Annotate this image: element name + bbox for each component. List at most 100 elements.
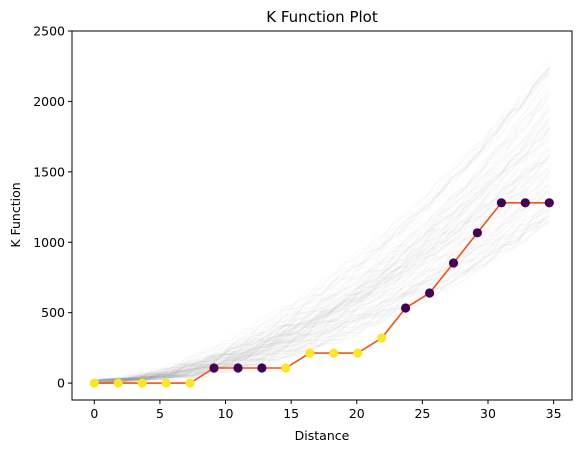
y-tick-label: 1500 <box>33 164 65 179</box>
data-point <box>305 348 315 358</box>
simulation-line <box>94 148 550 384</box>
y-tick-label: 0 <box>57 376 65 391</box>
x-tick-label: 35 <box>546 406 562 421</box>
simulation-line <box>94 68 550 384</box>
simulation-line <box>94 168 550 384</box>
simulation-line <box>94 222 550 384</box>
simulation-line <box>94 162 550 384</box>
simulation-line <box>94 154 550 384</box>
x-tick-label: 5 <box>156 406 164 421</box>
simulation-line <box>94 126 550 384</box>
x-tick-label: 20 <box>349 406 365 421</box>
simulation-line <box>94 119 550 383</box>
y-tick-label: 500 <box>41 305 65 320</box>
simulation-line <box>94 215 550 384</box>
simulation-line <box>94 220 550 384</box>
x-tick-label: 15 <box>283 406 299 421</box>
simulation-line <box>94 216 550 383</box>
plot-frame <box>71 30 573 401</box>
data-point <box>137 378 147 388</box>
simulation-line <box>94 127 550 384</box>
simulation-line <box>94 126 550 382</box>
simulation-line <box>94 148 550 384</box>
simulation-line <box>94 199 550 384</box>
simulation-line <box>94 196 550 381</box>
data-point <box>448 258 459 268</box>
simulation-line <box>94 215 550 382</box>
simulation-line <box>94 75 550 384</box>
simulation-line <box>94 196 550 384</box>
simulation-line <box>94 190 550 384</box>
simulation-line <box>94 155 550 384</box>
simulation-line <box>94 191 550 382</box>
simulation-line <box>94 190 550 383</box>
simulation-line <box>94 66 550 384</box>
simulation-line <box>94 107 550 381</box>
data-point <box>544 198 554 208</box>
y-tick-label: 2000 <box>33 94 65 109</box>
simulation-line <box>94 192 550 384</box>
simulation-line <box>94 188 550 384</box>
simulation-lines <box>94 62 550 384</box>
simulation-line <box>94 221 550 384</box>
simulation-line <box>94 82 550 384</box>
y-axis-ticks: 0 500 1000 1500 2000 2500 <box>33 24 72 391</box>
x-axis-label: Distance <box>295 428 350 443</box>
simulation-line <box>94 127 550 384</box>
data-point <box>520 198 530 208</box>
simulation-line <box>94 209 550 384</box>
data-point <box>281 363 291 373</box>
simulation-line <box>94 212 550 380</box>
simulation-line <box>94 80 550 384</box>
x-tick-label: 25 <box>414 406 430 421</box>
simulation-line <box>94 105 550 384</box>
simulation-line <box>94 121 550 384</box>
simulation-line <box>94 219 550 384</box>
simulation-line <box>94 203 550 381</box>
simulation-line <box>94 94 550 384</box>
simulation-line <box>94 112 550 384</box>
simulation-line <box>94 179 550 384</box>
x-tick-label: 10 <box>218 406 234 421</box>
simulation-line <box>94 209 550 384</box>
simulation-line <box>94 122 550 382</box>
x-axis-ticks: 0 5 10 15 20 25 30 35 <box>90 400 562 421</box>
x-tick-label: 0 <box>90 406 98 421</box>
simulation-line <box>94 66 550 381</box>
simulation-line <box>94 152 550 384</box>
simulation-line <box>94 96 550 384</box>
simulation-line <box>94 210 550 382</box>
data-point <box>353 348 363 358</box>
simulation-line <box>94 68 550 384</box>
simulation-line <box>94 110 550 384</box>
simulation-line <box>94 128 550 383</box>
data-point <box>472 228 482 238</box>
observed-points <box>89 198 554 388</box>
simulation-line <box>94 155 550 384</box>
data-point <box>425 288 435 298</box>
simulation-line <box>94 187 550 381</box>
data-point <box>209 363 219 373</box>
simulation-line <box>94 72 550 380</box>
simulation-line <box>94 154 550 382</box>
simulation-line <box>94 205 550 384</box>
simulation-line <box>94 130 550 384</box>
simulation-line <box>94 136 550 380</box>
simulation-line <box>94 221 550 384</box>
simulation-line <box>94 68 550 384</box>
data-point <box>113 378 123 388</box>
simulation-line <box>94 140 550 384</box>
simulation-line <box>94 72 550 380</box>
simulation-line <box>94 94 550 381</box>
simulation-line <box>94 71 550 384</box>
simulation-line <box>94 214 550 384</box>
simulation-line <box>94 116 550 384</box>
simulation-line <box>94 149 550 384</box>
simulation-line <box>94 104 550 384</box>
data-point <box>329 348 339 358</box>
simulation-line <box>94 134 550 381</box>
simulation-line <box>94 199 550 384</box>
simulation-line <box>94 133 550 384</box>
simulation-line <box>94 118 550 380</box>
